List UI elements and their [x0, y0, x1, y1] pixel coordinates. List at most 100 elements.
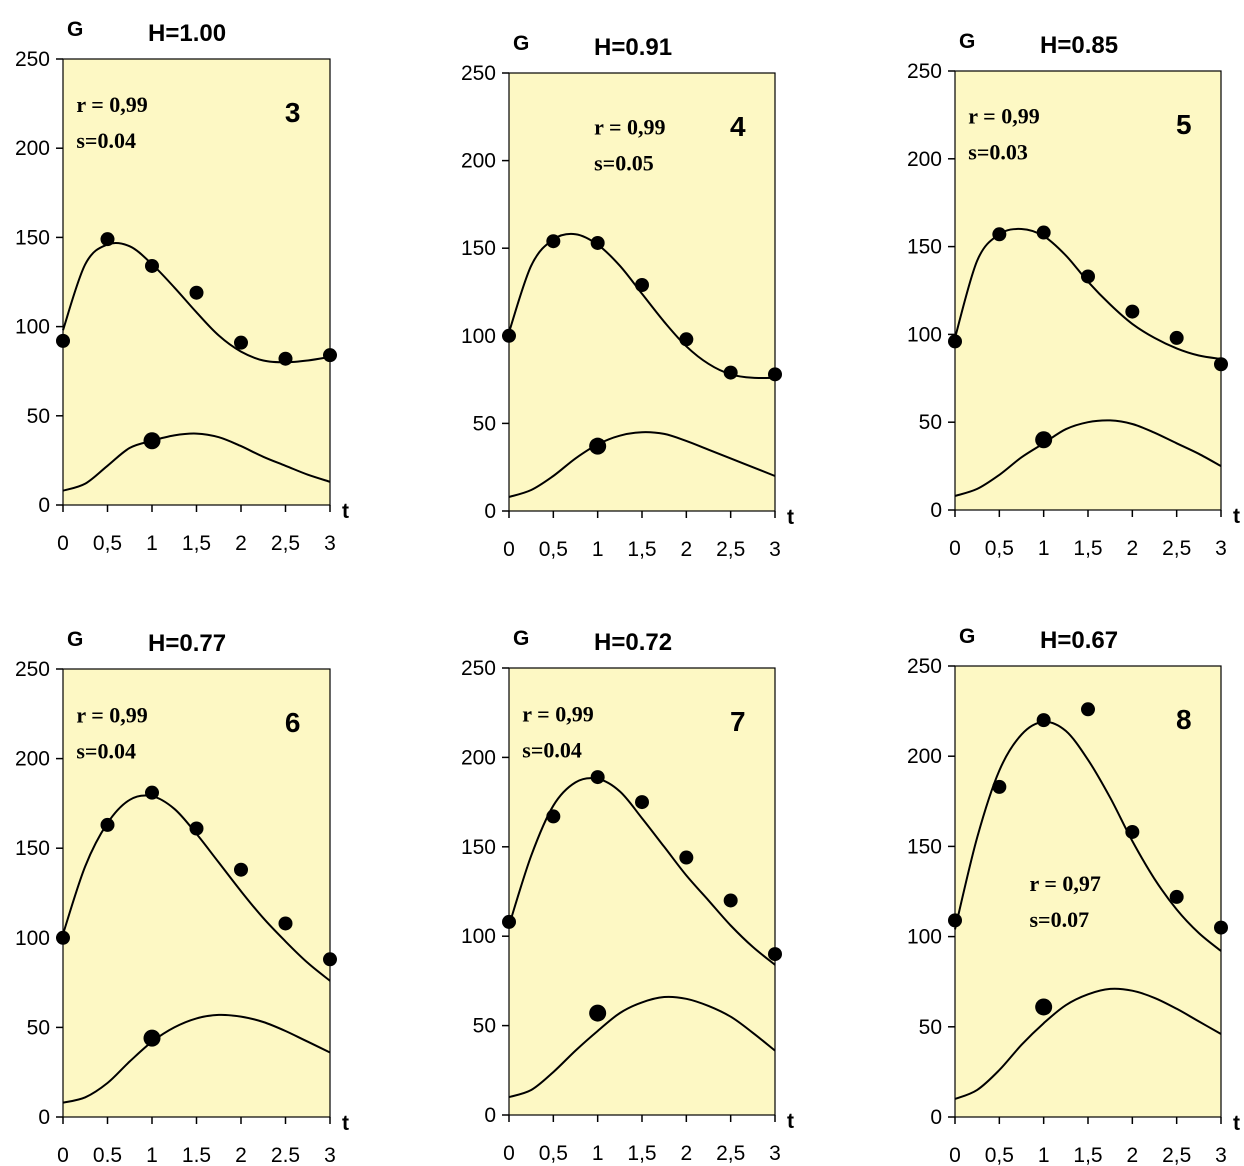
y-axis-label: G [959, 30, 975, 53]
y-tick-label: 50 [919, 1016, 942, 1039]
x-tick-label: 2 [235, 1144, 247, 1166]
data-point [679, 332, 694, 347]
y-tick-label: 250 [461, 657, 496, 680]
correlation-label: r = 0,99 [968, 104, 1039, 129]
data-point [502, 328, 516, 343]
data-point [1125, 824, 1140, 839]
x-tick-label: 3 [324, 1144, 336, 1166]
std-label: s=0.07 [1029, 907, 1089, 932]
fit-curve-lower [508, 431, 776, 498]
y-tick-label: 100 [461, 325, 496, 348]
chart-title: H=0.77 [148, 630, 226, 657]
x-tick-label: 2 [680, 1142, 692, 1165]
data-point [323, 952, 337, 967]
chart-panel-5: 0 50 100 150 200 250 0 0,5 1 1,5 2 2,5 3 Gt H=0.85 r = … [907, 30, 1240, 560]
data-point [100, 817, 115, 832]
y-axis-label: G [959, 625, 975, 648]
data-point [1169, 889, 1184, 904]
y-tick-label: 100 [15, 316, 50, 339]
data-point [56, 930, 70, 945]
data-point [234, 862, 248, 877]
y-tick-label: 50 [473, 1015, 496, 1038]
panel-number: 8 [1176, 704, 1192, 735]
y-tick-label: 150 [461, 836, 496, 859]
x-tick-label: 1,5 [627, 1142, 656, 1165]
correlation-label: r = 0,99 [522, 701, 593, 726]
data-point [1214, 920, 1228, 935]
data-point [278, 916, 293, 931]
x-tick-label: 1 [592, 1142, 604, 1165]
x-tick-label: 2,5 [716, 1142, 745, 1165]
y-tick-label: 50 [27, 405, 50, 428]
x-tick-label: 2 [1126, 537, 1138, 560]
x-tick-label: 2 [680, 538, 692, 561]
panel-number: 4 [730, 111, 746, 142]
x-tick-label: 0 [57, 532, 69, 555]
fit-curve-upper [508, 777, 776, 966]
x-tick-label: 2 [1126, 1144, 1138, 1166]
y-tick-label: 250 [907, 655, 942, 678]
data-point-lower [143, 432, 161, 450]
y-tick-label: 100 [907, 926, 942, 949]
fit-curve-lower [62, 432, 331, 492]
y-tick-label: 150 [461, 237, 496, 260]
x-tick-label: 2,5 [1162, 1144, 1191, 1166]
chart-title: H=1.00 [148, 20, 226, 47]
data-point [234, 335, 248, 350]
data-point [323, 348, 337, 363]
x-tick-label: 1.5 [182, 1144, 211, 1166]
chart-title: H=0.85 [1040, 32, 1118, 59]
data-point [723, 365, 738, 380]
data-point [992, 227, 1007, 242]
x-tick-label: 0 [949, 537, 961, 560]
y-tick-label: 50 [473, 412, 496, 435]
y-tick-label: 100 [907, 323, 942, 346]
chart-title: H=0.72 [594, 629, 672, 656]
data-point [723, 893, 738, 908]
chart-title: H=0.67 [1040, 627, 1118, 654]
fit-curve-lower [954, 419, 1222, 497]
y-tick-label: 200 [15, 748, 50, 771]
correlation-label: r = 0,99 [76, 92, 147, 117]
data-point [502, 914, 516, 929]
correlation-label: r = 0,99 [594, 114, 665, 139]
x-tick-label: 1,5 [627, 538, 656, 561]
y-tick-label: 200 [15, 137, 50, 160]
x-tick-label: 3 [769, 1142, 781, 1165]
std-label: s=0.04 [76, 738, 136, 763]
data-point [546, 809, 561, 824]
x-tick-label: 0 [503, 538, 515, 561]
x-tick-label: 1,5 [1073, 537, 1102, 560]
x-axis-label: t [342, 1112, 349, 1135]
data-point [590, 235, 605, 250]
data-point [278, 351, 293, 366]
data-point [992, 779, 1007, 794]
data-point [189, 285, 204, 300]
y-tick-label: 150 [907, 236, 942, 259]
data-point [1081, 702, 1095, 717]
std-label: s=0.03 [968, 140, 1028, 165]
y-tick-label: 250 [461, 62, 496, 85]
x-tick-label: 2.5 [271, 1144, 300, 1166]
plot-area [62, 668, 331, 1118]
y-tick-label: 200 [461, 150, 496, 173]
x-tick-label: 1 [1038, 537, 1050, 560]
y-tick-label: 200 [461, 746, 496, 769]
data-point [590, 770, 605, 785]
x-tick-label: 2 [235, 532, 247, 555]
data-point-lower [1035, 431, 1053, 449]
y-tick-label: 100 [461, 925, 496, 948]
y-tick-label: 150 [15, 226, 50, 249]
fit-curve-lower [954, 987, 1222, 1100]
y-tick-label: 150 [15, 837, 50, 860]
panel-number: 5 [1176, 109, 1192, 140]
x-tick-label: 2,5 [716, 538, 745, 561]
data-point [1169, 330, 1184, 345]
chart-panel-4: 0 50 100 150 200 250 0 0,5 1 1,5 2 2,5 3 Gt H=0.91 r = … [461, 32, 794, 561]
data-point-lower [589, 1004, 607, 1022]
chart-panel-7: 0 50 100 150 200 250 0 0,5 1 1,5 2 2,5 3 Gt H=0.72 r = … [461, 627, 794, 1165]
x-tick-label: 0,5 [93, 532, 122, 555]
x-axis-label: t [787, 1110, 794, 1133]
y-axis-label: G [513, 627, 529, 650]
